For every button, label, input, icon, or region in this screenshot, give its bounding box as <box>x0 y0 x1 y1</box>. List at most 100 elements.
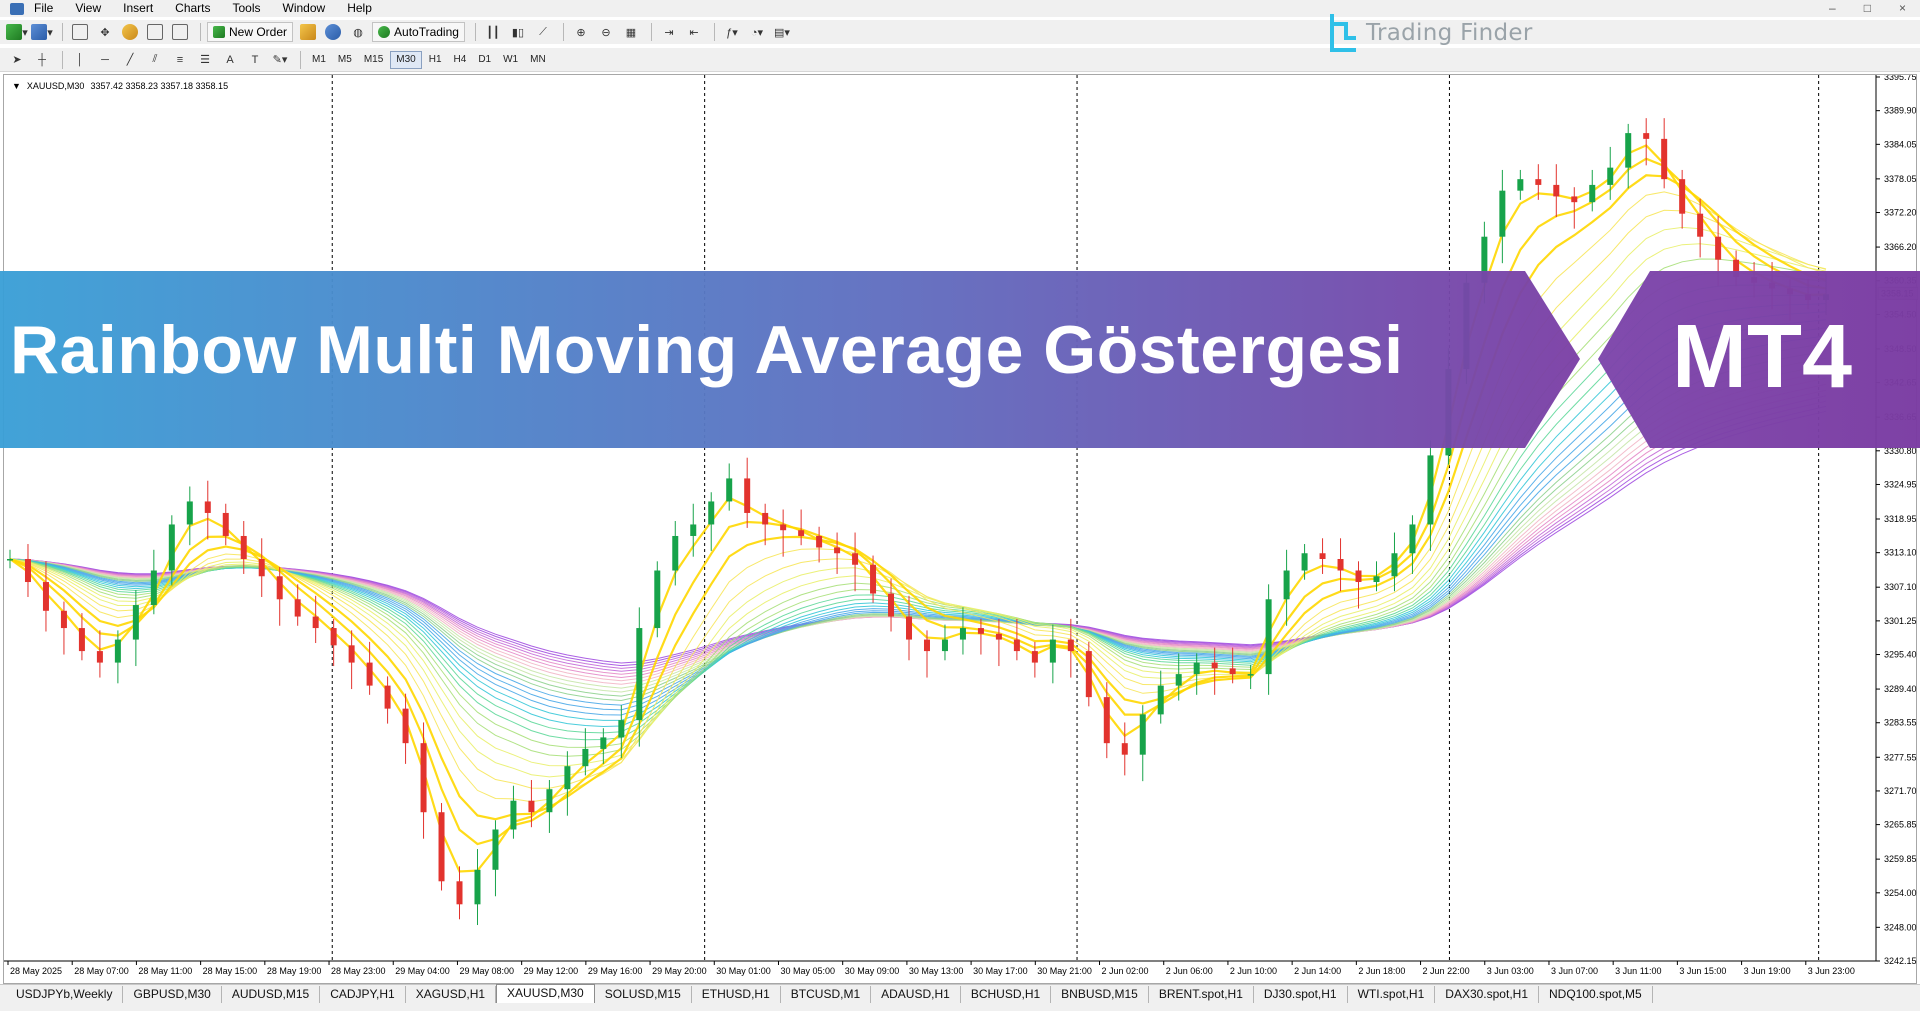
label-icon[interactable]: T <box>251 53 259 66</box>
chart-tab[interactable]: BRENT.spot,H1 <box>1149 986 1254 1003</box>
price-chart[interactable]: 3395.75 3389.90 3384.05 3378.05 3372.20 3366.… <box>4 75 1918 985</box>
menu-view[interactable]: View <box>75 1 102 15</box>
chart-tab[interactable]: NDQ100.spot,M5 <box>1539 986 1653 1003</box>
chart-tab[interactable]: CADJPY,H1 <box>320 986 406 1003</box>
chart-tab[interactable]: WTI.spot,H1 <box>1348 986 1436 1003</box>
y-tick-label: 3342.65 <box>1884 378 1917 388</box>
menu-tools[interactable]: Tools <box>232 1 261 15</box>
chart-tab[interactable]: BNBUSD,M15 <box>1051 986 1149 1003</box>
chart-shift-icon[interactable]: ⇤ <box>689 26 699 39</box>
terminal-icon[interactable] <box>144 22 166 42</box>
periods-icon[interactable]: ◔▾ <box>750 26 764 39</box>
profiles-icon[interactable]: ▾ <box>31 22 53 42</box>
timeframe-m15[interactable]: M15 <box>363 54 384 65</box>
toolbar-separator <box>474 23 476 41</box>
x-tick-label: 3 Jun 11:00 <box>1615 966 1661 976</box>
navigator-icon[interactable] <box>119 22 141 42</box>
y-tick-label: 3259.85 <box>1884 854 1917 864</box>
menu-file[interactable]: File <box>34 1 54 15</box>
zoom-in-icon[interactable]: ⊕ <box>576 26 586 39</box>
zoom-out-icon[interactable]: ⊖ <box>601 26 611 39</box>
timeframe-mn[interactable]: MN <box>530 54 546 65</box>
candle-body <box>294 599 301 617</box>
chart-tab[interactable]: SOLUSD,M15 <box>595 986 692 1003</box>
chart-tab[interactable]: GBPUSD,M30 <box>123 986 222 1003</box>
chart-tab[interactable]: DAX30.spot,H1 <box>1435 986 1539 1003</box>
candle-body <box>1787 288 1794 295</box>
vertical-line-icon[interactable]: │ <box>76 53 84 66</box>
timeframe-w1[interactable]: W1 <box>503 54 519 65</box>
timeframe-m5[interactable]: M5 <box>337 54 352 65</box>
crosshair-icon[interactable]: ┼ <box>38 53 46 66</box>
metaeditor-icon[interactable] <box>297 22 319 42</box>
timeframe-h4[interactable]: H4 <box>453 54 467 65</box>
indicators-icon[interactable]: ƒ▾ <box>726 26 738 39</box>
moving-average-line <box>9 389 1827 675</box>
templates-icon[interactable]: ▤▾ <box>773 26 790 39</box>
y-tick-label: 3271.70 <box>1884 786 1917 796</box>
moving-average-line <box>9 405 1827 667</box>
candle-body <box>1157 685 1164 715</box>
chart-tab[interactable]: ETHUSD,H1 <box>692 986 781 1003</box>
new-chart-icon[interactable]: ▾ <box>6 22 28 42</box>
gann-icon[interactable]: ☰ <box>200 54 210 66</box>
x-tick-label: 29 May 16:00 <box>588 966 643 976</box>
cursor-icon[interactable]: ➤ <box>12 54 22 66</box>
timeframe-m30[interactable]: M30 <box>390 50 422 69</box>
chart-tab[interactable]: ADAUSD,H1 <box>871 986 961 1003</box>
y-tick-label: 3360.35 <box>1884 276 1917 286</box>
shapes-icon[interactable]: ✎▾ <box>272 54 288 66</box>
toolbar-separator <box>713 23 715 41</box>
candle-body <box>941 639 948 652</box>
channel-icon[interactable]: ⫽ <box>152 53 158 65</box>
y-tick-label: 3277.55 <box>1884 752 1917 762</box>
candle-body <box>1805 294 1812 301</box>
candle-body <box>1265 599 1272 675</box>
chart-tab[interactable]: DJ30.spot,H1 <box>1254 986 1348 1003</box>
tile-windows-icon[interactable]: ▦ <box>625 26 637 39</box>
chart-window[interactable]: 3395.75 3389.90 3384.05 3378.05 3372.20 3366.… <box>3 74 1918 985</box>
chart-tab[interactable]: BCHUSD,H1 <box>961 986 1052 1003</box>
candle-body <box>977 628 984 634</box>
fibonacci-icon[interactable]: ≡ <box>176 53 184 66</box>
new-order-button[interactable]: New Order <box>207 22 294 42</box>
chart-collapse-icon[interactable]: ▼ <box>12 81 21 91</box>
candle-body <box>1193 662 1200 675</box>
candle-body <box>330 628 337 646</box>
minimize-button[interactable]: – <box>1829 1 1836 15</box>
candle-body <box>456 881 463 905</box>
signals-icon[interactable] <box>322 22 344 42</box>
menu-bar: File View Insert Charts Tools Window Hel… <box>0 0 1920 17</box>
restore-button[interactable]: □ <box>1863 1 1871 15</box>
timeframe-d1[interactable]: D1 <box>478 54 492 65</box>
menu-help[interactable]: Help <box>347 1 372 15</box>
candle-body <box>798 530 805 536</box>
candle-body <box>995 633 1002 640</box>
data-window-icon[interactable]: ✥ <box>100 26 110 39</box>
chart-tab[interactable]: XAUUSD,M30 <box>496 984 595 1003</box>
candlestick-icon[interactable]: ▮▯ <box>511 26 524 39</box>
timeframe-m1[interactable]: M1 <box>312 54 326 65</box>
menu-window[interactable]: Window <box>282 1 326 15</box>
candle-body <box>348 645 355 663</box>
x-tick-label: 28 May 23:00 <box>331 966 386 976</box>
autotrading-button[interactable]: AutoTrading <box>372 22 465 42</box>
market-watch-icon[interactable] <box>69 22 91 42</box>
strategy-tester-icon[interactable] <box>169 22 191 42</box>
auto-scroll-icon[interactable]: ⇥ <box>664 26 674 39</box>
chart-tab[interactable]: USDJPYb,Weekly <box>6 986 124 1003</box>
candle-body <box>1229 668 1236 675</box>
chart-tab[interactable]: AUDUSD,M15 <box>222 986 321 1003</box>
menu-charts[interactable]: Charts <box>175 1 211 15</box>
horizontal-line-icon[interactable]: ─ <box>101 53 109 66</box>
timeframe-h1[interactable]: H1 <box>428 54 442 65</box>
menu-insert[interactable]: Insert <box>123 1 154 15</box>
chart-tab[interactable]: XAGUSD,H1 <box>406 986 497 1003</box>
market-icon[interactable]: ◍ <box>353 26 363 39</box>
trendline-icon[interactable]: ╱ <box>126 54 134 66</box>
bar-chart-icon[interactable]: ┃┃ <box>486 26 500 39</box>
line-chart-icon[interactable]: ⟋ <box>539 25 547 38</box>
chart-tab[interactable]: BTCUSD,M1 <box>781 986 872 1003</box>
close-button[interactable]: × <box>1898 1 1906 15</box>
text-icon[interactable]: A <box>226 53 234 66</box>
